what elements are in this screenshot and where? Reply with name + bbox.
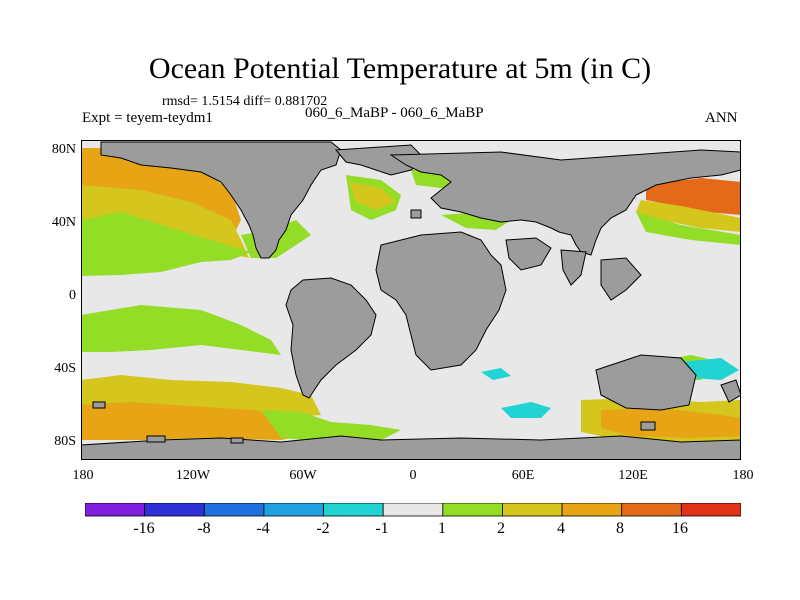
land-masses xyxy=(81,141,741,460)
greenland xyxy=(334,144,427,176)
australia xyxy=(595,354,697,411)
colorbar-cell xyxy=(561,503,623,517)
ytick-label: 80N xyxy=(51,142,76,157)
india xyxy=(560,249,587,286)
south-indian-orange xyxy=(601,408,741,438)
colorbar-label: 4 xyxy=(557,520,565,537)
colorbar-cell xyxy=(502,503,563,517)
run-comparison-label: 060_6_MaBP - 060_6_MaBP xyxy=(305,105,484,121)
season-label: ANN xyxy=(705,110,738,126)
xtick-label: 180 xyxy=(732,468,754,483)
ytick-label: 40N xyxy=(51,215,76,230)
colorbar-cell xyxy=(382,503,444,517)
nw-pacific-orange xyxy=(646,178,741,215)
south-america xyxy=(285,277,377,399)
north-atlantic-yellow xyxy=(349,182,396,210)
colorbar-label: -8 xyxy=(197,520,211,537)
colorbar-cells xyxy=(85,503,741,517)
cyan-south-atlantic xyxy=(481,368,511,380)
map-frame xyxy=(81,140,741,460)
island-d xyxy=(640,421,656,431)
xtick-label: 120W xyxy=(175,468,211,483)
colorbar-label: 8 xyxy=(616,520,624,537)
antarctica xyxy=(81,435,741,460)
arabia xyxy=(505,237,552,271)
colorbar-cell xyxy=(442,503,503,517)
rmsd-diff-stats: rmsd= 1.5154 diff= 0.881702 xyxy=(162,94,328,109)
nw-pacific-yellow xyxy=(636,200,741,232)
xtick-label: 120E xyxy=(618,468,648,483)
xtick-label: 180 xyxy=(72,468,94,483)
colorbar-cell xyxy=(680,503,741,517)
n-pacific-green-west xyxy=(636,212,741,245)
colorbar-cell xyxy=(263,503,324,517)
colorbar-cell xyxy=(203,503,265,517)
southern-ocean-orange xyxy=(81,402,331,440)
colorbar-cell xyxy=(621,503,682,517)
southern-ocean-green xyxy=(261,410,401,442)
colorbar-label: 1 xyxy=(438,520,446,537)
colorbar-label: -4 xyxy=(256,520,270,537)
southeast-asia xyxy=(600,257,642,301)
colorbar-cell xyxy=(85,503,146,517)
colorbar-label: -2 xyxy=(316,520,330,537)
experiment-label: Expt = teyem-teydm1 xyxy=(82,110,213,126)
colorbar-label: -16 xyxy=(133,520,155,537)
island-b xyxy=(146,435,166,443)
xtick-label: 60E xyxy=(511,468,535,483)
colorbar-cell xyxy=(323,503,384,517)
eurasia xyxy=(389,149,741,256)
south-pacific-green-band xyxy=(81,305,281,355)
colorbar-label: 2 xyxy=(497,520,505,537)
xtick-label: 0 xyxy=(409,468,417,483)
ytick-label: 40S xyxy=(54,361,76,376)
colorbar-label: -1 xyxy=(375,520,389,537)
africa xyxy=(375,231,507,371)
temperature-difference-map xyxy=(81,140,741,460)
colorbar-label: 16 xyxy=(672,520,688,537)
island-c xyxy=(230,437,244,444)
north-america xyxy=(100,141,342,259)
ytick-label: 0 xyxy=(69,288,76,303)
xtick-label: 60W xyxy=(289,468,317,483)
island-a xyxy=(92,401,106,409)
new-zealand xyxy=(720,379,741,403)
ytick-label: 80S xyxy=(54,434,76,449)
colorbar xyxy=(85,503,741,517)
island-e xyxy=(410,209,422,219)
colorbar-cell xyxy=(144,503,205,517)
north-pacific-green xyxy=(81,212,251,276)
cyan-south-indian xyxy=(501,402,551,418)
plot-title: Ocean Potential Temperature at 5m (in C) xyxy=(148,52,652,85)
